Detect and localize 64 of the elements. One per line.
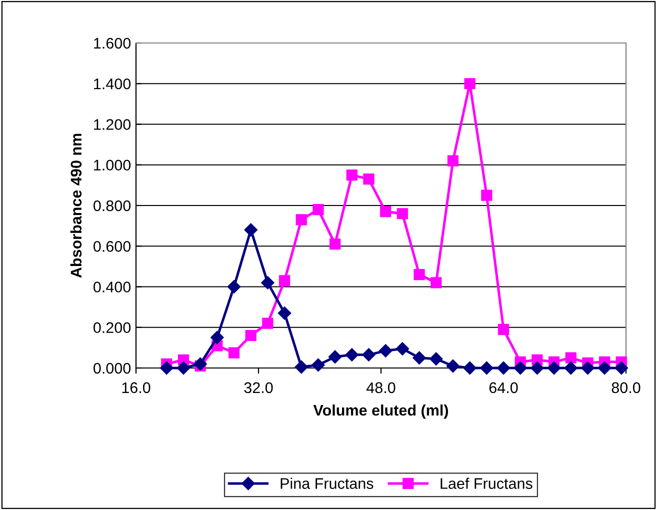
point (262, 318, 274, 329)
point (328, 350, 342, 364)
point (296, 214, 307, 226)
point (581, 361, 594, 375)
point (430, 352, 443, 366)
point (547, 361, 561, 375)
point (565, 352, 576, 364)
point (345, 348, 358, 362)
point (261, 276, 274, 290)
point (362, 348, 376, 362)
point (363, 174, 374, 185)
y-tick-label: 0.800 (94, 200, 131, 212)
point (446, 359, 460, 373)
y-tick-label: 0.400 (94, 282, 131, 292)
y-tick-label: 1.000 (94, 160, 131, 171)
point (379, 344, 392, 358)
point (481, 190, 492, 201)
x-tick-label: 80.0 (612, 382, 640, 394)
point (598, 361, 612, 375)
point (312, 204, 324, 216)
point (194, 357, 207, 371)
x-axis-title: Volume eluted (ml) (313, 404, 448, 419)
x-tick-label: 16.0 (122, 382, 150, 394)
point (498, 324, 510, 335)
x-tick-label: 32.0 (244, 382, 273, 394)
point (160, 361, 174, 375)
point (278, 306, 292, 320)
point (447, 155, 459, 166)
point (245, 330, 256, 342)
y-tick-label: 0.000 (94, 362, 131, 374)
x-tick-label: 48.0 (366, 382, 396, 394)
point (244, 223, 258, 236)
point (530, 361, 544, 375)
point (412, 351, 426, 364)
point (396, 208, 408, 220)
x-tick-label: 64.0 (489, 382, 518, 394)
point (480, 361, 494, 375)
point (227, 280, 241, 294)
point (614, 361, 628, 375)
point (514, 361, 527, 375)
point (464, 78, 476, 90)
point (330, 238, 341, 250)
legend-label: Laef Fructans (440, 478, 532, 489)
y-tick-label: 0.600 (94, 240, 131, 252)
point (312, 358, 325, 372)
point (496, 361, 510, 375)
point (346, 169, 358, 181)
point (396, 342, 410, 356)
point (228, 347, 240, 358)
point (414, 269, 425, 280)
point (463, 361, 476, 375)
point (176, 361, 190, 375)
y-axis-title: Absorbance 490 nm (70, 134, 82, 278)
point (380, 206, 392, 218)
y-tick-label: 1.400 (94, 78, 131, 90)
y-tick-label: 1.200 (94, 119, 131, 130)
y-tick-label: 1.600 (94, 38, 131, 49)
y-tick-label: 0.200 (94, 322, 131, 334)
point (294, 360, 308, 374)
point (430, 277, 442, 288)
point (210, 330, 224, 344)
point (564, 361, 578, 375)
legend-label: Pina Fructans (280, 478, 374, 489)
point (278, 275, 290, 286)
